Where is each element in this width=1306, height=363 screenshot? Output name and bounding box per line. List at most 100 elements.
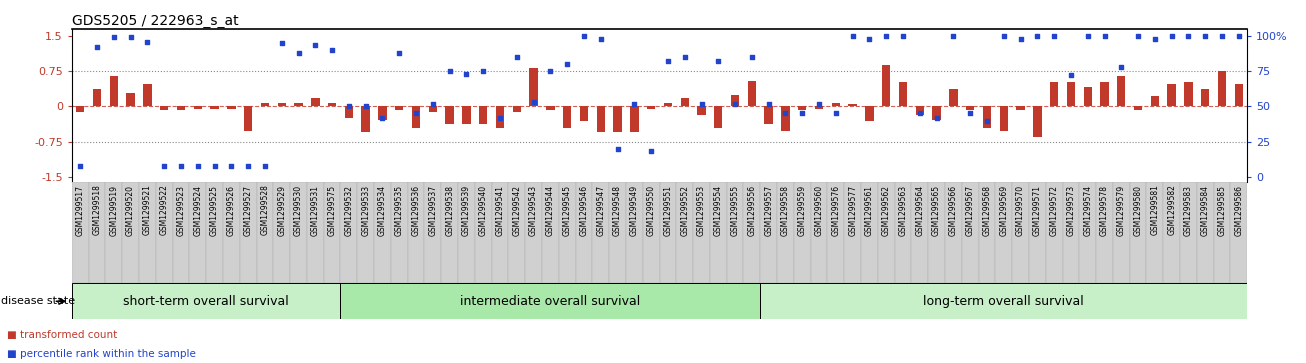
Bar <box>328 103 337 106</box>
Text: GSM1299586: GSM1299586 <box>1234 184 1243 236</box>
Bar <box>1164 182 1181 283</box>
Bar <box>882 65 891 106</box>
Bar <box>593 182 609 283</box>
Point <box>607 146 628 152</box>
Point <box>272 40 293 46</box>
Text: GSM1299528: GSM1299528 <box>260 184 269 236</box>
Point <box>657 58 678 64</box>
Point <box>1195 33 1216 39</box>
Text: GSM1299546: GSM1299546 <box>580 184 589 236</box>
Bar <box>764 106 773 124</box>
Bar <box>458 182 475 283</box>
Bar <box>949 89 957 106</box>
Text: GSM1299565: GSM1299565 <box>932 184 942 236</box>
Bar <box>138 182 155 283</box>
Point <box>960 111 981 117</box>
Bar <box>811 182 828 283</box>
Text: GSM1299531: GSM1299531 <box>311 184 320 236</box>
Bar <box>743 182 760 283</box>
Point <box>1027 33 1047 39</box>
Point <box>977 118 998 123</box>
Bar <box>529 68 538 106</box>
Bar <box>1218 71 1226 106</box>
Text: GSM1299582: GSM1299582 <box>1168 184 1177 236</box>
Point <box>926 115 947 121</box>
Bar <box>861 182 878 283</box>
Point <box>742 54 763 60</box>
Bar <box>1033 106 1042 137</box>
Bar <box>424 182 441 283</box>
Bar <box>290 182 307 283</box>
Bar <box>110 76 118 106</box>
Text: GSM1299572: GSM1299572 <box>1050 184 1059 236</box>
Text: GSM1299527: GSM1299527 <box>244 184 252 236</box>
Text: GSM1299532: GSM1299532 <box>345 184 354 236</box>
Text: GSM1299550: GSM1299550 <box>646 184 656 236</box>
Bar <box>546 106 555 110</box>
Point <box>321 47 342 53</box>
Point <box>255 163 276 168</box>
Text: GSM1299563: GSM1299563 <box>899 184 908 236</box>
Point <box>1094 33 1115 39</box>
Point <box>539 68 560 74</box>
Bar <box>912 182 929 283</box>
Point <box>1060 73 1081 78</box>
Bar <box>631 106 639 132</box>
Text: GSM1299519: GSM1299519 <box>110 184 119 236</box>
Bar <box>462 106 470 124</box>
Text: GSM1299534: GSM1299534 <box>377 184 387 236</box>
Text: GSM1299575: GSM1299575 <box>328 184 337 236</box>
Bar <box>660 182 677 283</box>
Point <box>624 101 645 106</box>
Point <box>791 111 812 117</box>
Bar <box>72 182 89 283</box>
Bar <box>227 106 235 109</box>
Bar <box>1185 82 1192 106</box>
Bar <box>929 182 946 283</box>
Bar <box>1029 182 1046 283</box>
Bar <box>781 106 790 131</box>
Bar <box>663 103 673 106</box>
Text: GSM1299566: GSM1299566 <box>949 184 957 236</box>
Bar <box>341 283 760 319</box>
Bar <box>995 182 1012 283</box>
Bar <box>626 182 643 283</box>
Text: GSM1299576: GSM1299576 <box>832 184 840 236</box>
Text: GSM1299570: GSM1299570 <box>1016 184 1025 236</box>
Bar <box>193 106 202 109</box>
Bar <box>1079 182 1096 283</box>
Text: GSM1299547: GSM1299547 <box>597 184 605 236</box>
Bar <box>89 182 106 283</box>
Text: GSM1299562: GSM1299562 <box>882 184 891 236</box>
Bar <box>1063 182 1079 283</box>
Bar <box>731 95 739 106</box>
Point <box>892 33 913 39</box>
Text: GDS5205 / 222963_s_at: GDS5205 / 222963_s_at <box>72 14 239 28</box>
Bar <box>932 106 940 119</box>
Point <box>86 44 107 50</box>
Point <box>759 101 780 106</box>
Bar <box>794 182 811 283</box>
Bar <box>379 106 387 119</box>
Bar <box>844 182 861 283</box>
Text: ■ percentile rank within the sample: ■ percentile rank within the sample <box>7 349 196 359</box>
Point <box>171 163 192 168</box>
Text: GSM1299579: GSM1299579 <box>1117 184 1126 236</box>
Point <box>187 163 208 168</box>
Bar <box>256 182 273 283</box>
Point <box>304 42 325 48</box>
Bar <box>273 182 290 283</box>
Text: GSM1299529: GSM1299529 <box>277 184 286 236</box>
Bar <box>559 182 576 283</box>
Point <box>389 50 410 56</box>
Bar <box>878 182 895 283</box>
Bar <box>358 182 374 283</box>
Text: GSM1299573: GSM1299573 <box>1067 184 1075 236</box>
Text: GSM1299539: GSM1299539 <box>462 184 471 236</box>
Bar <box>1168 84 1175 106</box>
Point <box>994 33 1015 39</box>
Bar <box>1151 96 1160 106</box>
Bar <box>411 106 421 127</box>
Point <box>1144 36 1165 42</box>
Bar <box>106 182 123 283</box>
